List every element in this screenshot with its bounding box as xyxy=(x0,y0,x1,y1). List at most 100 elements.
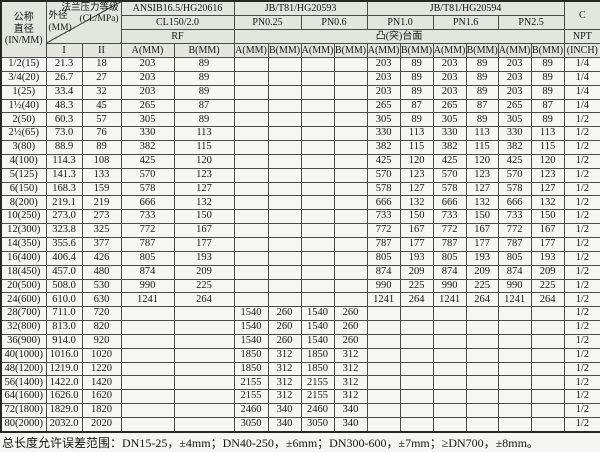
class-pn025-header: PN0.25 xyxy=(233,15,302,30)
value-cell: 1241 xyxy=(366,292,401,308)
value-cell: 1/2 xyxy=(563,278,600,294)
value-cell xyxy=(333,57,368,72)
value-cell: 89 xyxy=(530,112,565,128)
value-cell: 990 xyxy=(366,278,401,294)
value-cell: 113 xyxy=(465,126,499,142)
value-cell xyxy=(173,375,235,391)
value-cell: 167 xyxy=(465,223,499,238)
value-cell: 340 xyxy=(333,416,368,433)
value-cell: 203 xyxy=(432,70,467,86)
value-cell: 87 xyxy=(465,98,499,114)
value-cell: 177 xyxy=(173,236,235,252)
value-cell xyxy=(120,375,175,391)
value-cell xyxy=(233,112,269,128)
value-cell xyxy=(267,167,302,183)
value-cell xyxy=(530,375,565,391)
value-cell: 355.6 xyxy=(45,236,83,252)
value-cell xyxy=(267,181,302,197)
row-label-cell: 36(900) xyxy=(0,333,47,349)
face-rf-header: RF xyxy=(120,29,235,44)
value-cell xyxy=(267,292,302,308)
value-cell: 2155 xyxy=(233,375,269,391)
value-cell xyxy=(267,278,302,294)
value-cell: 425 xyxy=(432,153,467,169)
value-cell: 133 xyxy=(81,167,122,183)
value-cell: 225 xyxy=(399,278,434,294)
value-cell xyxy=(267,153,302,169)
value-cell xyxy=(233,181,269,197)
value-cell xyxy=(120,389,175,405)
value-cell xyxy=(465,361,499,377)
value-cell: 666 xyxy=(120,195,175,211)
value-cell: 87 xyxy=(530,98,565,114)
table-row: 36(900) 914.0 920 1540 260 1540 260 1/2 xyxy=(0,333,600,349)
value-cell xyxy=(267,195,302,211)
value-cell: 1420 xyxy=(81,375,122,391)
value-cell: 1/2 xyxy=(563,306,600,322)
value-cell: 570 xyxy=(120,167,175,183)
value-cell: 340 xyxy=(267,416,302,433)
value-cell: 772 xyxy=(120,223,175,238)
value-cell: 89 xyxy=(530,84,565,100)
table-row: 5(125) 141.3 133 570 123 570 123 570 123 570 123 1/… xyxy=(0,167,600,183)
value-cell xyxy=(333,292,368,308)
value-cell xyxy=(267,126,302,142)
value-cell: 578 xyxy=(497,181,532,197)
value-cell: 1/2 xyxy=(563,223,600,238)
row-label-cell: 10(250) xyxy=(0,209,47,225)
value-cell xyxy=(497,306,532,322)
row-label-cell: 20(500) xyxy=(0,278,47,294)
value-cell: 325 xyxy=(81,223,122,238)
value-cell: 425 xyxy=(120,153,175,169)
value-cell: 312 xyxy=(267,361,302,377)
value-cell xyxy=(233,140,269,155)
value-cell: 1/2 xyxy=(563,403,600,418)
value-cell xyxy=(267,57,302,72)
value-cell: 1016.0 xyxy=(45,347,83,363)
table-row: 20(500) 508.0 530 990 225 990 225 990 225 990 225 1… xyxy=(0,278,600,294)
value-cell xyxy=(465,416,499,433)
value-cell: 578 xyxy=(366,181,401,197)
value-cell: 425 xyxy=(497,153,532,169)
value-cell: 89 xyxy=(465,112,499,128)
row-label-cell: 3(80) xyxy=(0,140,47,155)
value-cell xyxy=(530,320,565,335)
value-cell xyxy=(300,292,335,308)
col-a-header: A(MM) xyxy=(233,43,269,58)
table-row: 3/4(20) 26.7 27 203 89 203 89 203 89 203 89 1/4 xyxy=(0,70,600,86)
value-cell xyxy=(497,320,532,335)
value-cell: 89 xyxy=(399,84,434,100)
value-cell xyxy=(497,389,532,405)
value-cell: 312 xyxy=(333,375,368,391)
table-header: 公称 直径 (IN/MM) 法兰压力等级 (CL/MPa) 外径 (MM) ANSI… xyxy=(0,0,600,58)
table-row: 4(100) 114.3 108 425 120 425 120 425 120 425 120 1/… xyxy=(0,153,600,169)
value-cell xyxy=(233,223,269,238)
value-cell: 330 xyxy=(432,126,467,142)
table-row: 8(200) 219.1 219 666 132 666 132 666 132 666 132 1/… xyxy=(0,195,600,211)
value-cell: 787 xyxy=(120,236,175,252)
value-cell: 1/4 xyxy=(563,98,600,114)
row-label-cell: 32(800) xyxy=(0,320,47,335)
value-cell xyxy=(399,403,434,418)
value-cell: 203 xyxy=(432,57,467,72)
table-row: 1(25) 33.4 32 203 89 203 89 203 89 203 89 1/4 xyxy=(0,84,600,100)
value-cell: 260 xyxy=(267,306,302,322)
value-cell: 167 xyxy=(530,223,565,238)
value-cell: 193 xyxy=(530,250,565,266)
value-cell xyxy=(465,389,499,405)
value-cell: 89 xyxy=(465,84,499,100)
value-cell xyxy=(530,333,565,349)
value-cell: 426 xyxy=(81,250,122,266)
row-label-cell: 64(1600) xyxy=(0,389,47,405)
value-cell: 2155 xyxy=(300,389,335,405)
value-cell xyxy=(267,70,302,86)
value-cell: 264 xyxy=(465,292,499,308)
value-cell: 530 xyxy=(81,278,122,294)
value-cell xyxy=(399,306,434,322)
row-label-cell: 4(100) xyxy=(0,153,47,169)
value-cell xyxy=(300,278,335,294)
pressure-class-label: 法兰压力等级 (CL/MPa) xyxy=(61,3,119,25)
value-cell: 1540 xyxy=(233,320,269,335)
value-cell xyxy=(465,320,499,335)
value-cell: 630 xyxy=(81,292,122,308)
